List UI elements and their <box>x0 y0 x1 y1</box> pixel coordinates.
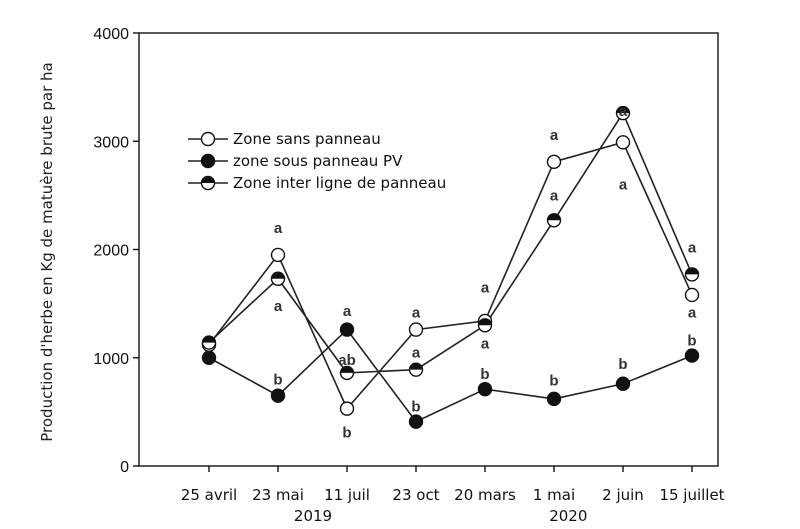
data-point-open <box>339 401 355 416</box>
significance-letter: b <box>342 424 351 441</box>
significance-letter: a <box>688 304 697 321</box>
significance-letter: a <box>550 187 559 204</box>
significance-letter: a <box>481 279 490 296</box>
significance-letter: b <box>273 371 282 388</box>
x-tick-label: 1 mai <box>533 486 575 504</box>
significance-letter: b <box>549 372 558 389</box>
data-point-half <box>270 271 286 286</box>
data-point-half <box>684 267 700 282</box>
significance-letter: ab <box>338 352 356 369</box>
x-axis: 25 avril 23 mai 11 juil 23 oct 20 mars 1 mai 2… <box>181 466 725 525</box>
x-tick-label: 23 oct <box>392 486 439 504</box>
significance-letter: a <box>274 298 283 315</box>
significance-letter: a <box>274 220 283 237</box>
x-tick-label: 20 mars <box>454 486 516 504</box>
significance-letter: a <box>412 304 421 321</box>
data-point-filled <box>615 376 631 391</box>
series-line <box>208 328 693 423</box>
x-year-label: 2020 <box>549 507 587 525</box>
data-point-open <box>546 154 562 170</box>
significance-letter: a <box>481 336 490 353</box>
data-point-half-fill <box>271 272 285 279</box>
y-tick-label: 2000 <box>93 243 129 260</box>
y-axis: 0 1000 2000 3000 4000 <box>93 26 139 476</box>
significance-letter: b <box>480 366 489 383</box>
data-point-half-fill <box>478 318 492 326</box>
data-point-filled <box>339 322 355 337</box>
series-line <box>208 111 693 374</box>
x-tick-label: 2 juin <box>602 486 644 504</box>
x-year-label: 2019 <box>294 507 332 525</box>
y-tick-label: 0 <box>120 459 129 476</box>
data-point-half <box>200 175 216 191</box>
data-point-half-fill <box>201 176 215 183</box>
significance-letter: a <box>688 239 697 256</box>
significance-letter: a <box>550 127 559 144</box>
significance-letter: a <box>412 344 421 361</box>
data-point-open <box>684 287 700 303</box>
significance-letter: a <box>619 103 628 120</box>
legend-label: Zone inter ligne de panneau <box>233 174 446 192</box>
y-tick-label: 3000 <box>93 134 129 151</box>
data-point-open <box>200 131 216 147</box>
data-point-half <box>339 365 355 381</box>
data-point-filled <box>546 391 562 407</box>
data-point-open <box>408 322 424 337</box>
data-point-half-fill <box>547 213 561 221</box>
data-point-filled <box>477 381 493 397</box>
plot-border <box>138 32 719 467</box>
data-point-filled <box>684 348 700 363</box>
data-point-filled <box>200 153 216 169</box>
x-tick-label: 11 juil <box>324 486 370 504</box>
significance-letter: b <box>618 356 627 373</box>
significance-letter: a <box>619 177 628 194</box>
legend-label: zone sous panneau PV <box>233 152 403 170</box>
plot-frame <box>138 32 719 467</box>
data-point-half <box>408 362 424 377</box>
x-tick-label: 23 mai <box>252 486 304 504</box>
data-point-half <box>615 105 631 121</box>
data-point-half-fill <box>685 267 699 275</box>
y-tick-label: 1000 <box>93 351 129 368</box>
x-tick-label: 15 juillet <box>659 486 724 504</box>
data-point-half-fill <box>616 106 630 114</box>
data-point-half <box>201 335 217 350</box>
significance-letter: b <box>411 398 420 415</box>
x-tick-label: 25 avril <box>181 486 237 504</box>
data-point-filled <box>408 414 424 429</box>
data-point-half <box>546 213 562 228</box>
data-point-open <box>270 247 286 263</box>
data-point-filled <box>270 388 286 403</box>
legend: Zone sans panneau zone sous panneau PV Zon… <box>188 130 446 192</box>
series-line <box>208 141 693 411</box>
data-point-filled <box>201 350 217 365</box>
data-point-half <box>477 318 493 333</box>
data-point-half-fill <box>202 336 216 343</box>
data-point-half-fill <box>409 363 423 370</box>
series-markers <box>201 105 700 429</box>
y-axis-label: Production d'herbe en Kg de matuère brut… <box>38 62 56 441</box>
data-point-half-fill <box>340 366 354 373</box>
legend-label: Zone sans panneau <box>233 130 381 148</box>
significance-letter: b <box>687 332 696 349</box>
data-point-open <box>615 135 631 150</box>
y-tick-label: 4000 <box>93 26 129 43</box>
series-lines <box>208 111 693 423</box>
significance-letter: a <box>343 303 352 320</box>
